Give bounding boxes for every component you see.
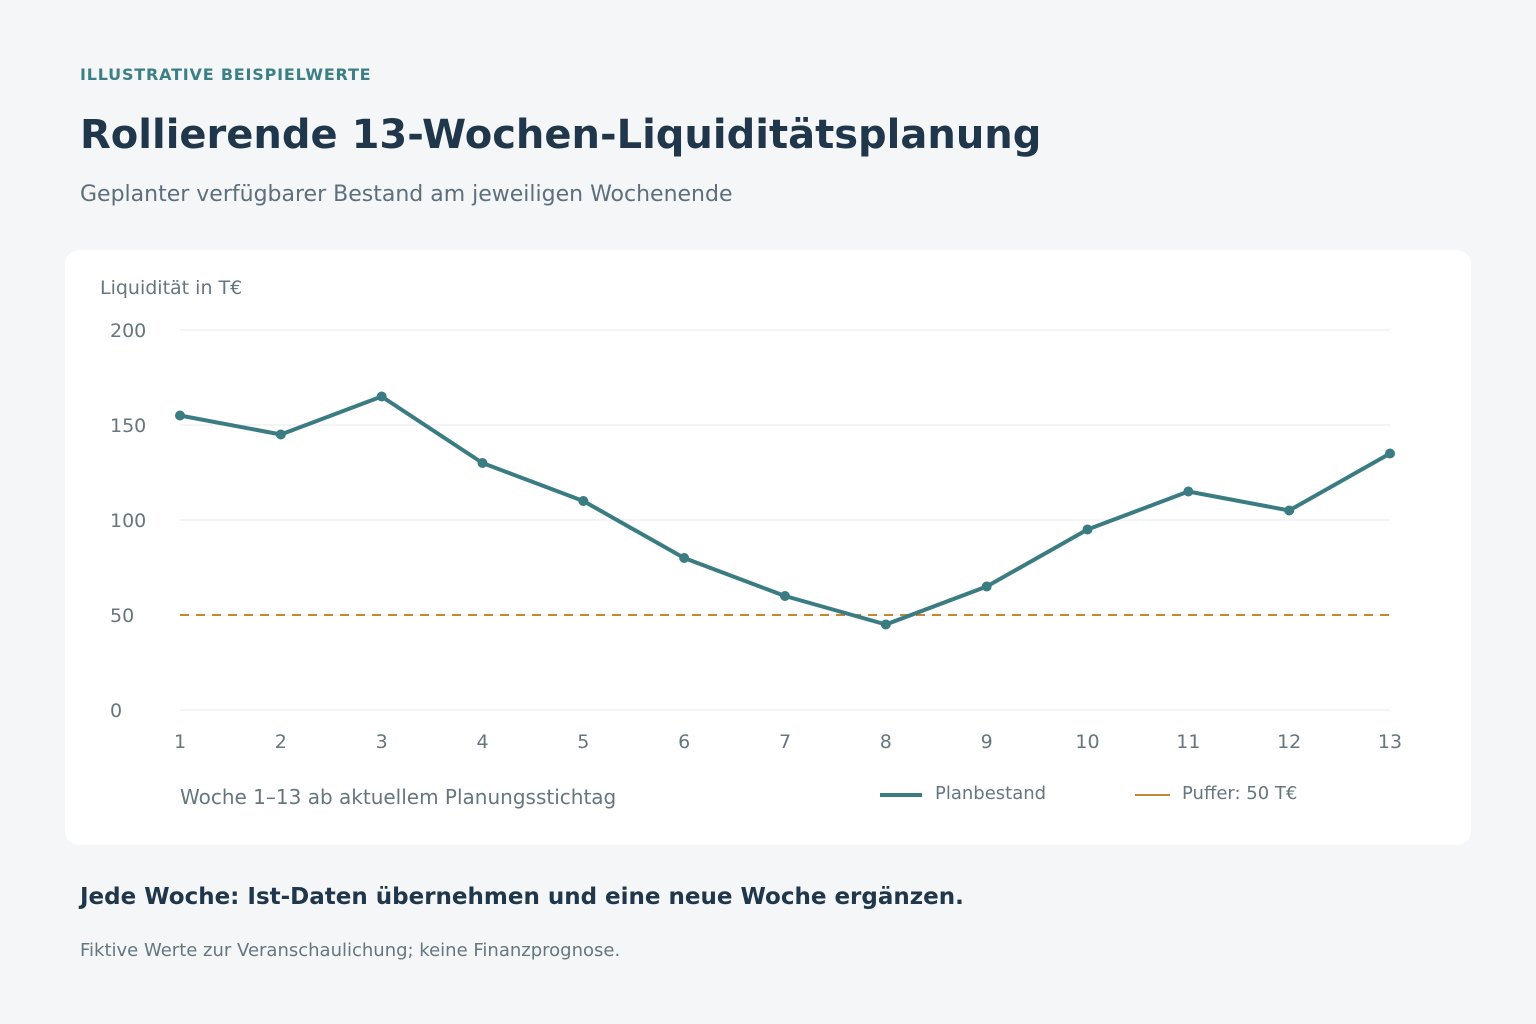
x-tick-label: 7 xyxy=(779,731,791,753)
x-tick-label: 9 xyxy=(981,731,993,753)
x-tick-label: 1 xyxy=(174,731,186,753)
y-tick-labels: 0 50 100 150 200 xyxy=(110,320,146,722)
y-tick-label: 50 xyxy=(110,605,134,627)
data-point xyxy=(1183,486,1194,497)
data-point xyxy=(376,391,387,402)
x-tick-label: 3 xyxy=(376,731,388,753)
x-tick-labels: 1 2 3 4 5 6 7 8 9 10 11 12 13 xyxy=(174,731,1402,753)
data-point xyxy=(1385,448,1395,459)
data-point xyxy=(679,553,690,563)
x-tick-label: 8 xyxy=(880,731,892,753)
data-point xyxy=(578,496,589,506)
data-point xyxy=(1284,505,1295,516)
footer-note: Fiktive Werte zur Veranschaulichung; kei… xyxy=(80,940,621,961)
data-point xyxy=(175,410,185,421)
data-point xyxy=(880,619,891,630)
y-tick-label: 0 xyxy=(110,700,122,722)
legend-label-planbestand: Planbestand xyxy=(935,783,1046,804)
y-axis-label: Liquidität in T€ xyxy=(100,277,242,299)
x-tick-label: 4 xyxy=(476,731,488,753)
page-subtitle: Geplanter verfügbarer Bestand am jeweili… xyxy=(80,182,733,207)
data-point xyxy=(1082,524,1093,535)
y-tick-label: 100 xyxy=(110,510,146,532)
y-tick-label: 200 xyxy=(110,320,146,342)
data-points xyxy=(175,391,1395,630)
data-point xyxy=(981,581,992,592)
legend: Planbestand Puffer: 50 T€ xyxy=(880,783,1297,804)
x-tick-label: 2 xyxy=(275,731,287,753)
x-tick-label: 5 xyxy=(577,731,589,753)
footer-headline: Jede Woche: Ist-Daten übernehmen und ein… xyxy=(80,884,964,910)
x-tick-label: 6 xyxy=(678,731,690,753)
x-tick-label: 13 xyxy=(1378,731,1402,753)
x-tick-label: 10 xyxy=(1075,731,1099,753)
x-tick-label: 12 xyxy=(1277,731,1301,753)
data-point xyxy=(275,429,286,440)
page-title: Rollierende 13-Wochen-Liquiditätsplanung xyxy=(80,112,1042,158)
y-tick-label: 150 xyxy=(110,415,146,437)
x-tick-label: 11 xyxy=(1176,731,1200,753)
legend-label-puffer: Puffer: 50 T€ xyxy=(1182,783,1297,804)
eyebrow-label: ILLUSTRATIVE BEISPIELWERTE xyxy=(80,65,372,84)
data-point xyxy=(477,458,488,468)
data-point xyxy=(780,591,790,601)
grid-lines xyxy=(180,329,1390,711)
x-axis-label: Woche 1–13 ab aktuellem Planungsstichtag xyxy=(180,785,616,809)
series-line-planbestand xyxy=(178,394,1392,627)
